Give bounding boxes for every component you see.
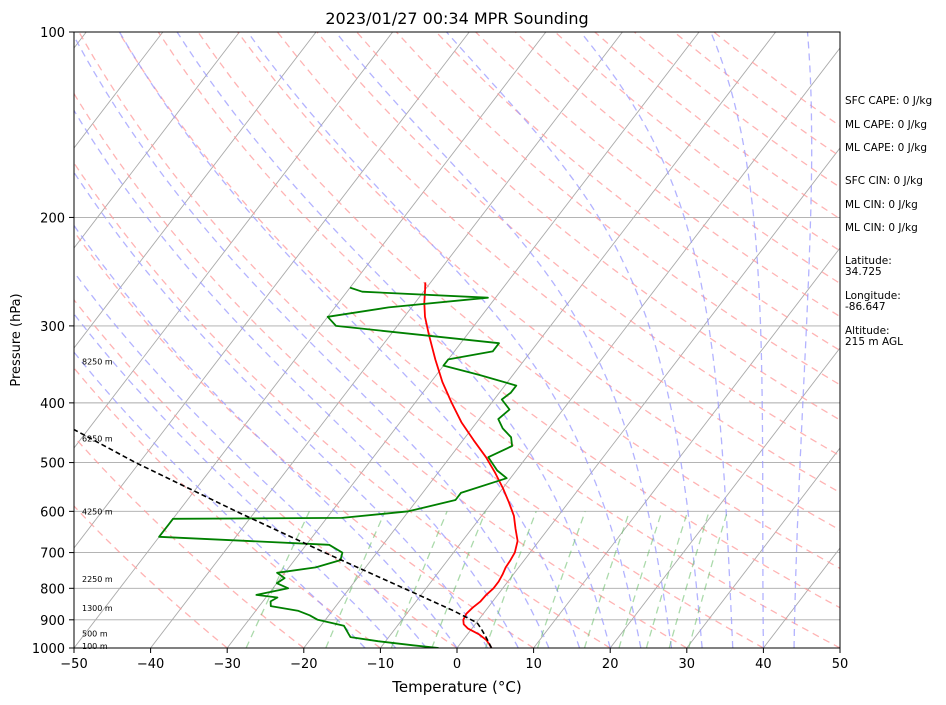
x-tick-label: −40 xyxy=(137,657,164,672)
x-tick-label: −20 xyxy=(290,657,317,672)
mixing-ratio-line xyxy=(484,511,537,648)
isotherm-line xyxy=(303,32,777,648)
side-panel-text: -86.647 xyxy=(845,301,886,313)
isotherm-line xyxy=(74,32,547,648)
isotherm-line xyxy=(74,32,164,149)
x-tick-label: 20 xyxy=(602,657,619,672)
dewpoint-profile xyxy=(158,286,518,648)
x-tick-label: 30 xyxy=(679,657,696,672)
moist-adiabat-line xyxy=(793,32,813,648)
moist-adiabat-line xyxy=(710,32,765,648)
mixing-ratio-line xyxy=(668,511,710,648)
mixing-ratio-line xyxy=(536,511,586,648)
x-tick-label: −30 xyxy=(213,657,240,672)
y-tick-label: 500 xyxy=(40,457,65,472)
isotherm-line xyxy=(74,32,240,249)
x-tick-label: −50 xyxy=(60,657,87,672)
dry-adiabat-line xyxy=(435,32,840,352)
moist-adiabat-line xyxy=(335,32,673,648)
mixing-ratio-line xyxy=(245,511,310,648)
side-panel-text: ML CAPE: 0 J/kg xyxy=(845,119,927,131)
moist-adiabat-line xyxy=(74,224,458,648)
height-label: 6250 m xyxy=(82,434,113,443)
x-tick-label: 50 xyxy=(832,657,849,672)
moist-adiabat-line xyxy=(176,32,611,648)
y-tick-label: 800 xyxy=(40,582,65,597)
dry-adiabat-line xyxy=(74,230,534,648)
moist-adiabat-line xyxy=(74,34,550,648)
parcel-profile xyxy=(74,428,493,648)
moist-adiabat-line xyxy=(580,32,734,648)
y-tick-label: 100 xyxy=(40,26,65,41)
x-tick-label: 40 xyxy=(755,657,772,672)
isotherm-line xyxy=(74,32,394,449)
y-tick-label: 700 xyxy=(40,547,65,562)
y-axis-label: Pressure (hPa) xyxy=(9,293,24,386)
isotherm-line xyxy=(74,32,470,549)
isotherm-line xyxy=(150,32,623,648)
mixing-ratio-line xyxy=(645,511,689,648)
side-panel-text: ML CAPE: 0 J/kg xyxy=(845,142,927,154)
mixing-ratio-line xyxy=(583,511,631,648)
y-tick-label: 200 xyxy=(40,211,65,226)
x-tick-label: 10 xyxy=(525,657,542,672)
dry-adiabat-line xyxy=(74,298,458,648)
dry-adiabat-line xyxy=(276,32,840,494)
dry-adiabat-line xyxy=(157,32,840,609)
dry-adiabat-line xyxy=(395,32,840,386)
moist-adiabat-line xyxy=(74,351,366,648)
chart-title: 2023/01/27 00:34 MPR Sounding xyxy=(325,9,588,28)
moist-adiabat-line xyxy=(74,271,427,648)
side-panel: SFC CAPE: 0 J/kg ML CAPE: 0 J/kg ML CAPE: … xyxy=(845,95,932,348)
dry-adiabat-line xyxy=(74,161,611,648)
side-panel-text: ML CIN: 0 J/kg xyxy=(845,199,918,211)
height-label: 8250 m xyxy=(82,357,113,366)
dry-adiabat-line xyxy=(316,32,840,457)
plot-background xyxy=(74,32,840,648)
side-panel-text: ML CIN: 0 J/kg xyxy=(845,222,918,234)
moist-adiabat-line xyxy=(74,109,519,648)
moist-adiabat-line xyxy=(446,32,703,648)
side-panel-text: SFC CIN: 0 J/kg xyxy=(845,175,923,187)
dry-adiabat-line xyxy=(74,435,305,648)
mixing-ratio-line xyxy=(390,511,448,648)
side-panel-text: 34.725 xyxy=(845,266,882,278)
height-label: 1300 m xyxy=(82,604,113,613)
side-panel-text: Longitude: xyxy=(845,290,901,302)
y-tick-label: 1000 xyxy=(32,642,65,657)
isotherm-line xyxy=(380,47,840,648)
dry-adiabat-line xyxy=(356,32,840,421)
y-tick-label: 300 xyxy=(40,320,65,335)
isotherm-line xyxy=(74,32,317,349)
isotherm-line xyxy=(533,247,840,648)
mixing-ratio-line xyxy=(688,511,729,648)
y-tick-label: 900 xyxy=(40,614,65,629)
height-label: 2250 m xyxy=(82,575,113,584)
dry-adiabat-line xyxy=(197,32,840,570)
side-panel-text: SFC CAPE: 0 J/kg xyxy=(845,95,932,107)
y-tick-label: 400 xyxy=(40,397,65,412)
x-axis-label: Temperature (°C) xyxy=(391,678,521,696)
isotherm-line xyxy=(686,447,840,648)
height-label: 100 m xyxy=(82,642,108,651)
isotherm-line xyxy=(609,347,840,648)
dry-adiabat-line xyxy=(237,32,840,531)
x-tick-label: −10 xyxy=(367,657,394,672)
moist-adiabat-line xyxy=(74,171,489,648)
temperature-profile xyxy=(423,282,519,648)
dry-adiabat-line xyxy=(74,92,688,648)
mixing-ratio-line xyxy=(618,511,663,648)
side-panel-text: Latitude: xyxy=(845,255,892,267)
height-label: 500 m xyxy=(82,630,108,639)
mixing-ratio-line xyxy=(431,511,487,648)
dry-adiabat-line xyxy=(118,32,840,648)
dry-adiabat-line xyxy=(78,32,764,648)
y-tick-label: 600 xyxy=(40,505,65,520)
side-panel-text: 215 m AGL xyxy=(845,336,903,348)
height-label: 4250 m xyxy=(82,508,113,517)
side-panel-text: Altitude: xyxy=(845,325,890,337)
mixing-ratio-line xyxy=(325,511,386,648)
x-tick-label: 0 xyxy=(453,657,461,672)
